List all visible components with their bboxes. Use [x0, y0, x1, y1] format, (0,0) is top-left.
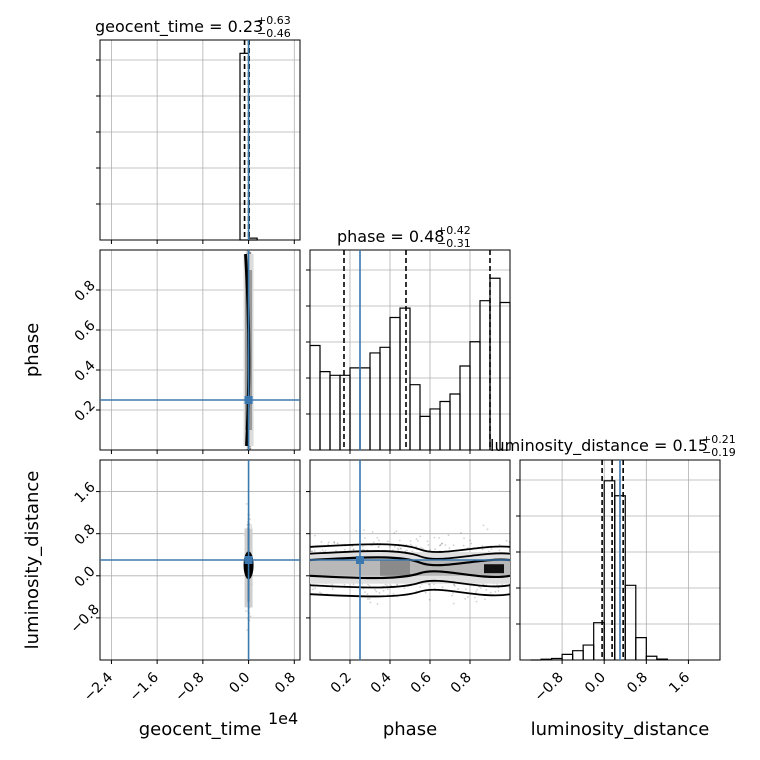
- title-phase-minus: −0.31: [437, 237, 471, 250]
- ylabel-phase: phase: [22, 323, 43, 377]
- histogram-bar: [645, 655, 658, 660]
- x-tick-label: −1.6: [127, 669, 162, 704]
- title-geocent-time: geocent_time = 0.23: [95, 17, 263, 37]
- histogram-bar: [582, 644, 595, 660]
- y-tick-label: 0.6: [72, 318, 99, 345]
- x-tick-label: 1.6: [666, 669, 693, 696]
- plot-area: [100, 250, 300, 450]
- title-geocent-time-minus: −0.46: [257, 27, 291, 40]
- histogram-bar: [309, 344, 321, 450]
- title-luminosity-distance: luminosity_distance = 0.15: [490, 436, 708, 456]
- histogram-bar: [489, 277, 501, 450]
- plot-area: [100, 460, 300, 660]
- x-tick-label: 0.2: [328, 670, 355, 697]
- title-geocent-time-plus: +0.63: [257, 14, 291, 27]
- density-core: [484, 564, 504, 574]
- histogram-bar: [635, 637, 647, 660]
- title-luminosity-distance-plus: +0.21: [702, 433, 736, 446]
- xlabel-luminosity-distance: luminosity_distance: [531, 719, 710, 740]
- xlabel-phase: phase: [383, 719, 437, 740]
- truth-marker: [244, 396, 253, 404]
- histogram-bar: [429, 408, 441, 450]
- x-tick-label: 0.0: [582, 670, 609, 697]
- panel-geocent-time-histogram: [96, 39, 301, 244]
- plot-area: [310, 460, 510, 660]
- y-tick-label: 0.8: [72, 521, 99, 548]
- panel-frame: [99, 39, 301, 241]
- histogram-bar: [379, 346, 391, 450]
- histogram-bar: [656, 658, 668, 660]
- x-tick-label: 0.0: [226, 670, 253, 697]
- histogram-bar: [624, 584, 637, 660]
- panel-phase-vs-geocent-time: 0.2 0.4 0.6 0.8: [72, 249, 301, 454]
- xlabel-geocent-time: geocent_time: [139, 719, 262, 740]
- histogram-bar: [339, 374, 351, 450]
- title-luminosity-distance-minus: −0.19: [702, 446, 736, 459]
- x-tick-label: 0.8: [272, 670, 299, 697]
- histogram-bar: [479, 300, 491, 450]
- x-tick-label: 0.8: [624, 670, 651, 697]
- y-tick-label: 0.0: [72, 563, 99, 590]
- histogram-bar: [409, 384, 421, 450]
- x-tick-label: −0.8: [172, 670, 207, 705]
- histogram-bar: [439, 400, 451, 450]
- histogram-bar: [399, 307, 411, 450]
- contour-line: [310, 543, 510, 598]
- y-tick-label: 0.8: [72, 278, 99, 305]
- y-tick-label: −0.8: [67, 601, 102, 636]
- histogram-bar: [561, 653, 574, 660]
- truth-marker: [356, 556, 364, 564]
- histogram-bar: [469, 341, 481, 450]
- histogram-bar: [319, 371, 331, 450]
- y-tick-label: 0.2: [72, 398, 99, 425]
- x-tick-label: 0.8: [448, 670, 475, 697]
- histogram-bar: [349, 367, 361, 450]
- title-phase-plus: +0.42: [437, 224, 471, 237]
- y-tick-label: 1.6: [72, 479, 99, 506]
- title-phase: phase = 0.48: [337, 227, 444, 246]
- histogram-bar: [603, 480, 616, 660]
- histogram-bar: [369, 352, 381, 450]
- histogram-bar: [247, 237, 258, 241]
- x-tick-label: 0.6: [408, 669, 435, 696]
- contour-line: [310, 550, 510, 589]
- density-contours: [310, 543, 510, 598]
- ylabel-luminosity-distance: luminosity_distance: [22, 471, 43, 650]
- histogram-bar: [329, 374, 341, 450]
- panel-frame: [99, 249, 301, 451]
- x-tick-label: 0.4: [368, 669, 395, 696]
- x-tick-label: −0.8: [532, 670, 567, 705]
- histogram-bar: [499, 301, 511, 450]
- truth-marker: [244, 556, 253, 564]
- histogram-bar: [359, 367, 371, 450]
- x-tick-label: −2.4: [81, 669, 116, 704]
- histogram-bar: [419, 415, 431, 450]
- histogram-bar: [389, 316, 401, 450]
- histogram-bar: [459, 365, 471, 450]
- panel-luminosity-distance-vs-phase: 0.2 0.4 0.6 0.8: [306, 459, 511, 697]
- y-tick-label: 0.4: [72, 358, 99, 385]
- histogram-bar: [449, 393, 461, 450]
- offset-text-geocent-time: 1e4: [268, 709, 298, 728]
- histogram-bar: [572, 650, 584, 660]
- panel-luminosity-distance-histogram: −0.8 0.0 0.8 1.6: [516, 459, 721, 705]
- contour-line: [310, 556, 510, 580]
- panel-phase-histogram: [306, 249, 511, 454]
- panel-luminosity-distance-vs-geocent-time: −2.4 −1.6 −0.8 0.0 0.8 −0.8 0.0 0.8 1.6: [67, 459, 301, 705]
- density-band: [380, 560, 410, 576]
